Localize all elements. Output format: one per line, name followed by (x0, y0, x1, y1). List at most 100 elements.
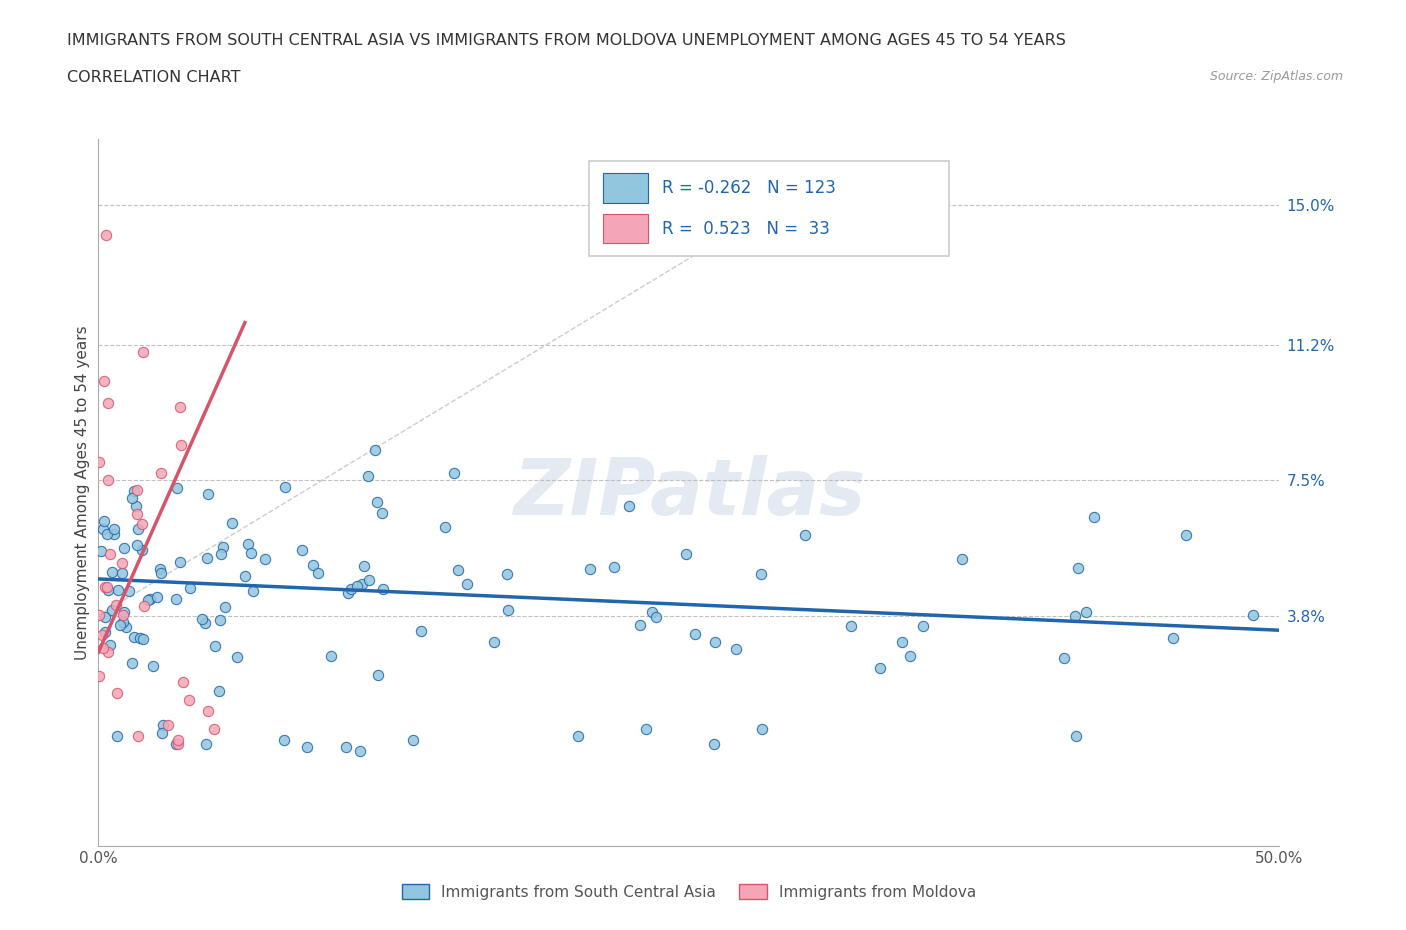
Point (579, 562, 602, 577)
Point (91, 640, 114, 655)
Point (122, 630, 145, 644)
Point (242, 584, 264, 599)
Point (128, 631, 150, 645)
Point (111, 555, 134, 570)
Point (105, 598, 128, 613)
Point (138, 592, 160, 607)
Y-axis label: Unemployment Among Ages 45 to 54 years: Unemployment Among Ages 45 to 54 years (75, 326, 90, 660)
Point (567, 729, 589, 744)
Point (703, 737, 725, 751)
Point (339, 581, 361, 596)
Point (370, 506, 392, 521)
Point (150, 565, 173, 580)
Point (640, 604, 662, 619)
Text: R =  0.523   N =  33: R = 0.523 N = 33 (662, 219, 830, 237)
Point (456, 577, 478, 591)
Point (179, 580, 201, 595)
Point (91, 628, 114, 643)
Point (898, 648, 921, 663)
Point (240, 546, 263, 561)
Point (172, 674, 194, 689)
Point (132, 344, 155, 359)
FancyBboxPatch shape (589, 161, 949, 256)
Point (146, 590, 169, 604)
Point (356, 469, 378, 484)
Point (87, 607, 110, 622)
Point (118, 583, 141, 598)
Point (197, 486, 219, 501)
Point (167, 737, 190, 751)
Point (911, 618, 934, 633)
Point (297, 740, 319, 755)
Point (125, 483, 148, 498)
Point (254, 551, 277, 566)
Point (150, 725, 173, 740)
Point (91, 522, 114, 537)
Point (319, 649, 342, 664)
Point (302, 558, 325, 573)
Point (97, 472, 120, 487)
Point (675, 546, 697, 561)
Point (101, 603, 124, 618)
Point (169, 555, 191, 570)
Point (96, 644, 118, 659)
Point (950, 551, 973, 566)
Point (179, 692, 201, 707)
Point (149, 562, 172, 577)
Point (235, 568, 257, 583)
Point (94, 609, 117, 624)
Point (94, 579, 117, 594)
Point (197, 703, 219, 718)
Point (447, 563, 470, 578)
Point (131, 631, 153, 646)
Point (685, 626, 707, 641)
Point (495, 566, 517, 581)
Legend: Immigrants from South Central Asia, Immigrants from Moldova: Immigrants from South Central Asia, Immi… (395, 878, 983, 906)
Point (645, 609, 668, 624)
Point (443, 465, 465, 480)
Point (87, 669, 110, 684)
Point (703, 635, 725, 650)
Point (105, 685, 128, 700)
Point (167, 733, 190, 748)
Point (121, 491, 143, 506)
Point (204, 639, 226, 654)
Point (724, 642, 747, 657)
Point (273, 733, 295, 748)
Point (134, 598, 156, 613)
Point (225, 649, 247, 664)
Point (214, 600, 236, 615)
Point (366, 495, 388, 510)
Point (131, 542, 153, 557)
Point (166, 481, 188, 496)
Point (127, 538, 149, 552)
Text: R = -0.262   N = 123: R = -0.262 N = 123 (662, 179, 835, 197)
Point (628, 618, 651, 632)
Point (352, 577, 374, 591)
Point (335, 740, 357, 755)
Point (209, 613, 232, 628)
Point (337, 586, 360, 601)
Point (194, 616, 217, 631)
Point (751, 722, 773, 737)
Point (434, 520, 457, 535)
Point (307, 566, 329, 581)
Point (97, 583, 120, 598)
Point (112, 604, 135, 619)
Point (100, 565, 122, 579)
Point (367, 668, 389, 683)
Point (142, 658, 165, 673)
Point (1174, 527, 1197, 542)
Point (96, 227, 118, 242)
Point (170, 438, 193, 453)
Point (221, 515, 243, 530)
Point (98, 637, 121, 652)
Point (105, 729, 128, 744)
Point (152, 718, 174, 733)
Point (841, 619, 863, 634)
Point (169, 399, 191, 414)
Point (1083, 510, 1105, 525)
Point (353, 559, 375, 574)
Point (191, 612, 214, 627)
Point (619, 499, 641, 514)
